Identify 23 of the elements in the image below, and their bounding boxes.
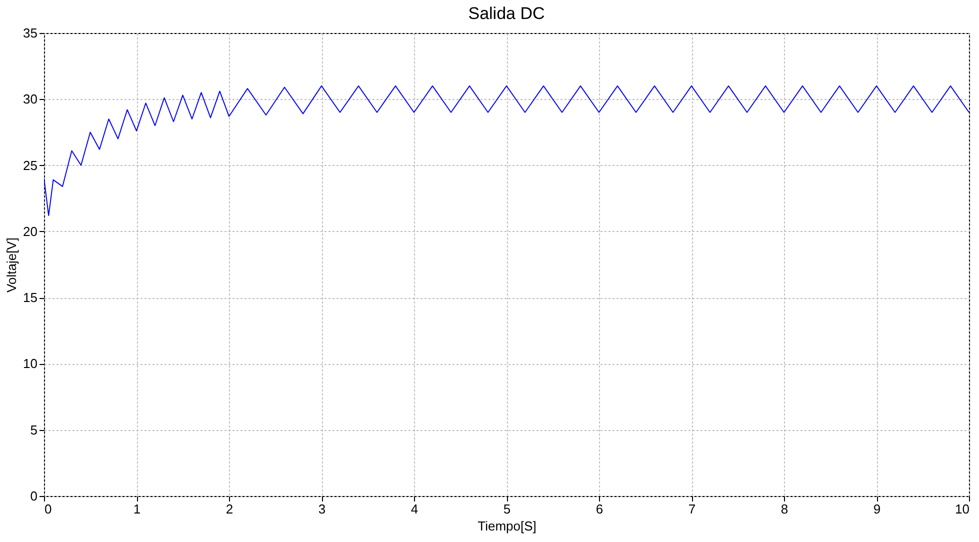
x-tick-label: 7 bbox=[688, 502, 696, 516]
y-tick-label: 30 bbox=[23, 92, 38, 107]
y-tick-label: 5 bbox=[30, 422, 38, 438]
x-tick-label: 1 bbox=[133, 502, 141, 516]
x-tick-label: 3 bbox=[318, 502, 326, 516]
y-tick-label: 10 bbox=[23, 356, 38, 372]
x-tick-label: 9 bbox=[873, 502, 881, 516]
x-tick-label: 4 bbox=[410, 502, 418, 516]
chart-title: Salida DC bbox=[468, 4, 545, 23]
x-tick-label: 2 bbox=[226, 502, 234, 516]
y-tick-label: 25 bbox=[23, 158, 38, 173]
y-tick-label: 0 bbox=[30, 488, 38, 504]
y-axis-title: Voltaje[V] bbox=[4, 238, 20, 292]
x-axis-title: Tiempo[S] bbox=[478, 518, 536, 534]
x-tick-label: 5 bbox=[503, 502, 511, 516]
line-series bbox=[44, 85, 969, 216]
x-tick-label: 10 bbox=[955, 502, 970, 516]
y-tick-label: 20 bbox=[23, 224, 38, 239]
x-tick-label: 8 bbox=[780, 502, 788, 516]
x-tick-label: 6 bbox=[596, 502, 604, 516]
x-tick-label: 0 bbox=[44, 502, 52, 516]
y-tick-label: 35 bbox=[23, 26, 38, 40]
y-tick-label: 15 bbox=[23, 290, 38, 306]
